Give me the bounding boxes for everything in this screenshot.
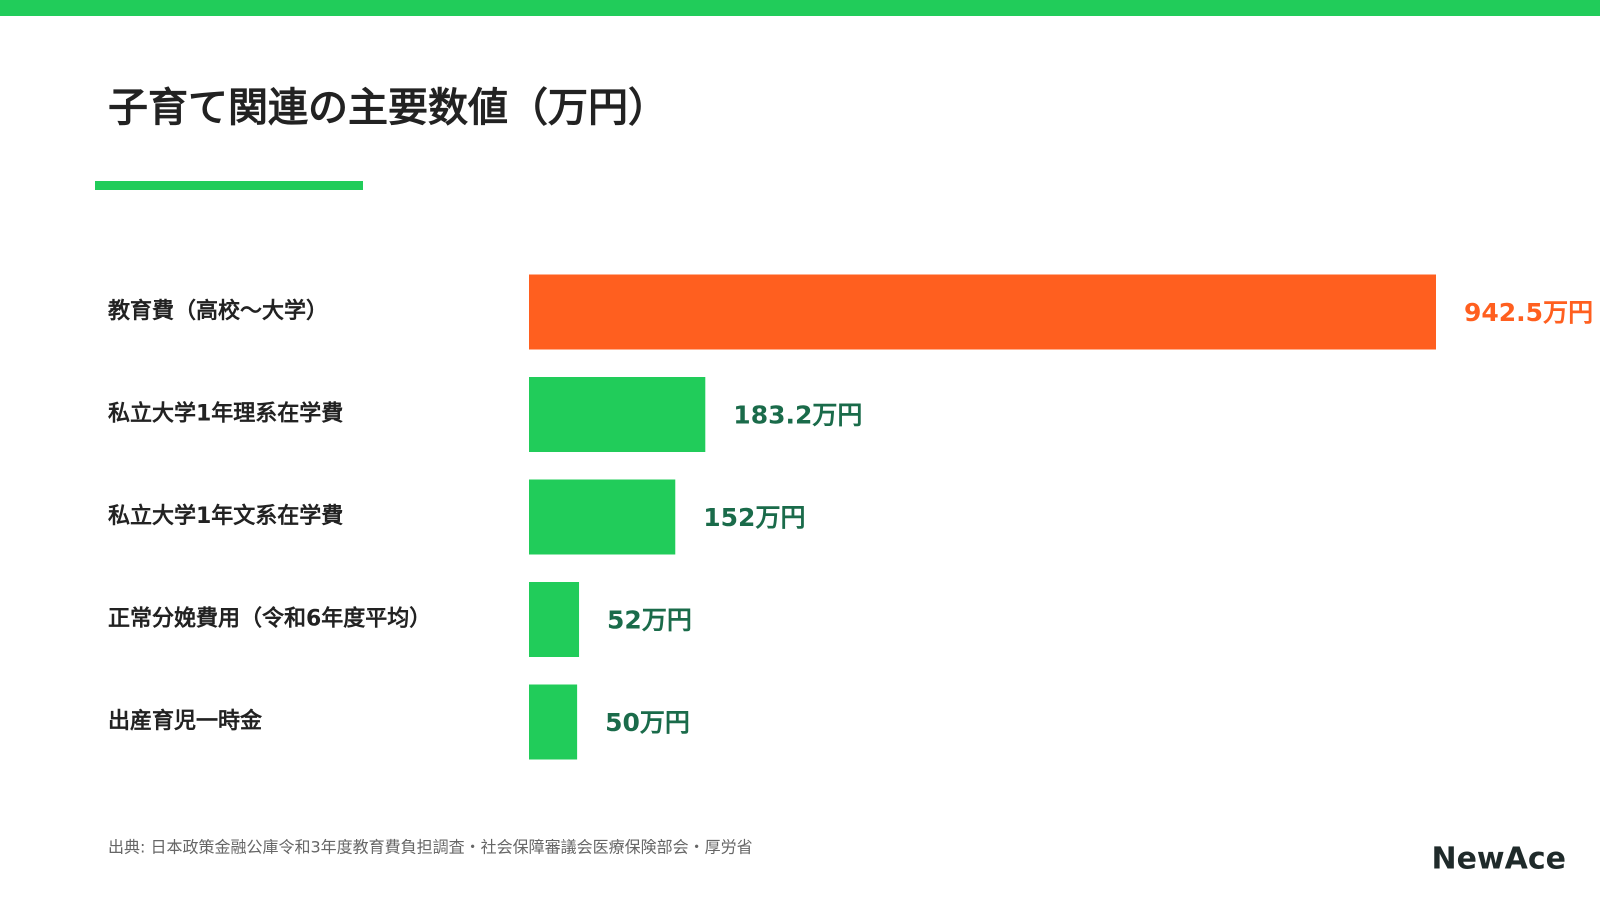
category-label: 出産育児一時金 (108, 708, 263, 734)
value-label: 942.5万円 (1464, 298, 1593, 327)
logo: NewAce (1431, 842, 1566, 877)
value-label: 152万円 (703, 503, 805, 532)
bar (529, 479, 676, 555)
category-label: 正常分娩費用（令和6年度平均） (108, 606, 431, 632)
value-label: 50万円 (605, 708, 690, 737)
top-accent-bar (0, 0, 1600, 16)
bar (529, 377, 706, 452)
category-label: 教育費（高校〜大学） (108, 298, 328, 324)
value-label: 183.2万円 (733, 401, 862, 430)
title-underline (95, 181, 363, 190)
category-label: 私立大学1年文系在学費 (108, 503, 343, 529)
category-label: 私立大学1年理系在学費 (108, 401, 343, 427)
bar (529, 274, 1436, 350)
source-note: 出典: 日本政策金融公庫令和3年度教育費負担調査・社会保障審議会医療保険部会・厚… (108, 838, 753, 857)
value-label: 52万円 (607, 606, 692, 635)
bar (529, 684, 578, 760)
bar (529, 582, 580, 657)
chart-title: 子育て関連の主要数値（万円） (108, 85, 668, 131)
